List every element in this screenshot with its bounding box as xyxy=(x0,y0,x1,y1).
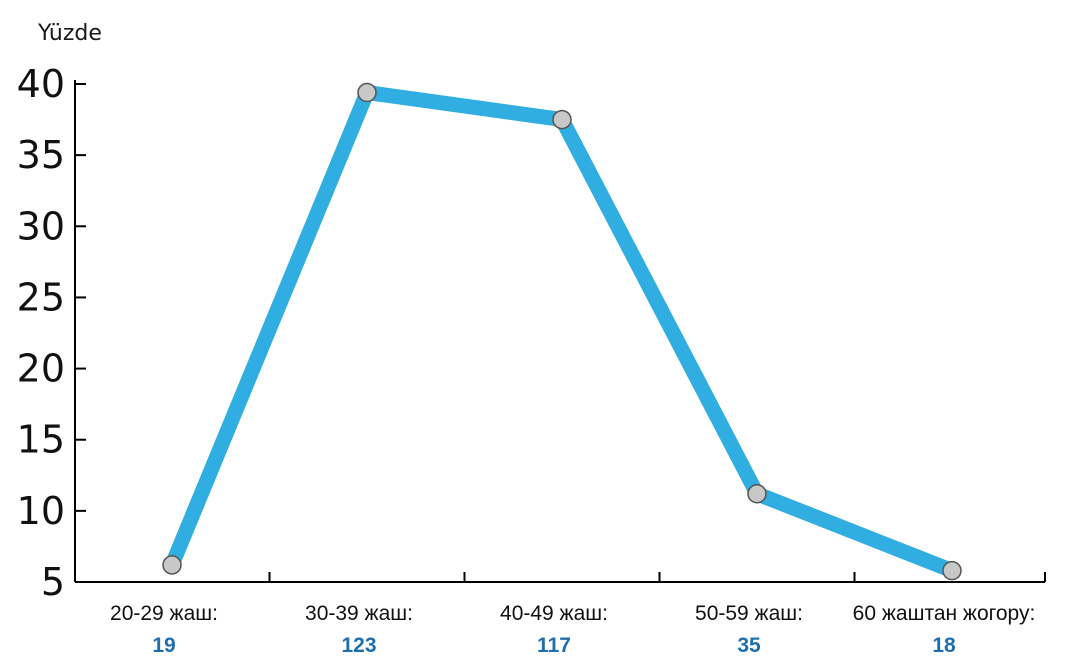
x-category-label: 40-49 жаш: xyxy=(500,602,608,625)
data-point xyxy=(747,484,767,504)
y-tick-label: 20 xyxy=(17,347,65,391)
y-tick-label: 40 xyxy=(17,62,65,106)
x-category-label: 50-59 жаш: xyxy=(695,602,803,625)
y-tick-label: 30 xyxy=(17,204,65,248)
x-category-count: 19 xyxy=(152,634,175,657)
y-tick-label: 35 xyxy=(17,133,65,177)
data-point xyxy=(942,560,962,581)
y-axis-ticks: 5 10 15 20 25 30 35 40 xyxy=(17,62,86,604)
y-tick-label: 25 xyxy=(17,275,65,319)
series-group xyxy=(162,82,962,581)
x-axis-labels: 20-29 жаш: 19 30-39 жаш: 123 40-49 жаш: 117 50… xyxy=(110,602,1035,657)
y-tick-label: 5 xyxy=(41,560,65,604)
data-point xyxy=(162,555,182,575)
y-tick-label: 15 xyxy=(17,418,65,462)
x-category-label: 60 жаштан жогору: xyxy=(853,602,1036,625)
x-category-count: 117 xyxy=(537,634,571,657)
data-point xyxy=(357,82,377,103)
axes xyxy=(74,80,1046,583)
x-category-count: 123 xyxy=(341,634,376,657)
x-category-label: 30-39 жаш: xyxy=(305,602,413,625)
x-category-count: 18 xyxy=(932,634,956,657)
y-axis-unit-label: Yüzde xyxy=(37,21,102,46)
series-line xyxy=(165,84,955,578)
x-category-label: 20-29 жаш: xyxy=(110,602,218,625)
y-tick-label: 10 xyxy=(17,489,65,533)
data-point xyxy=(552,109,572,130)
x-category-count: 35 xyxy=(737,634,761,657)
